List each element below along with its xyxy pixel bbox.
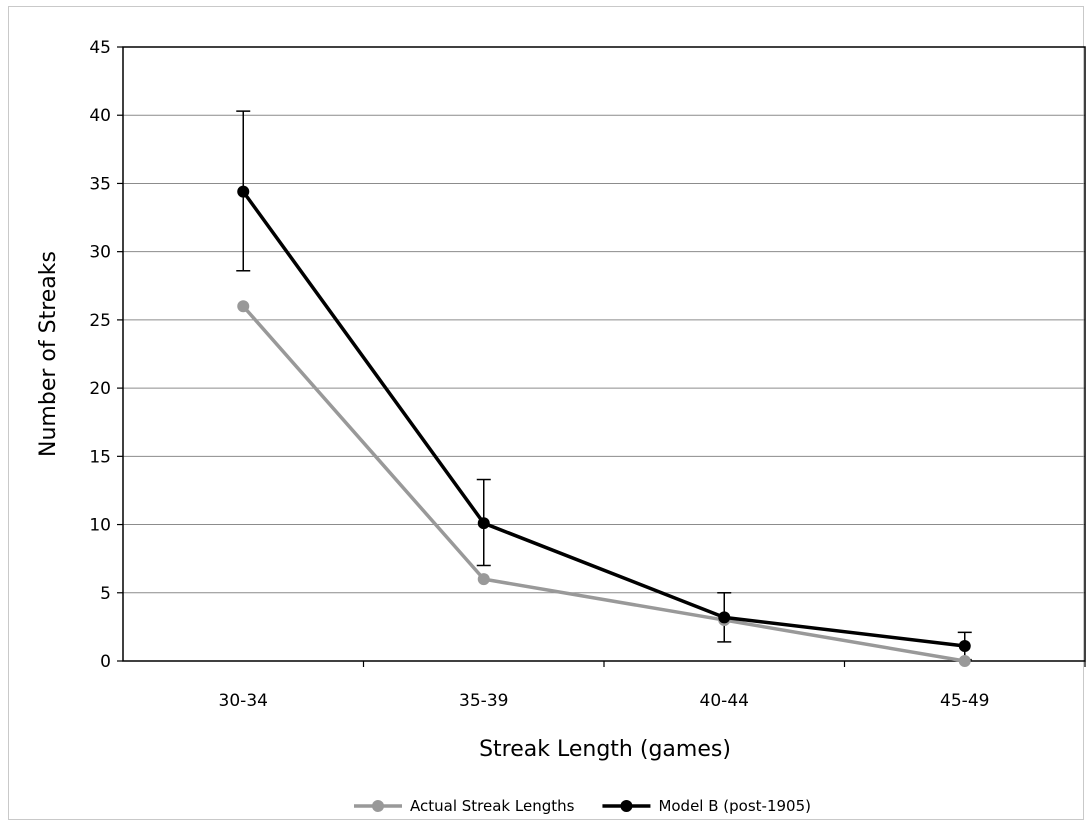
x-axis-title: Streak Length (games) (479, 737, 731, 762)
y-tick-label: 45 (89, 38, 111, 58)
data-point (237, 300, 250, 313)
chart-frame (8, 6, 1084, 820)
data-point (477, 573, 490, 586)
y-tick-label: 5 (100, 584, 111, 604)
y-tick-label: 25 (89, 311, 111, 331)
y-tick-label: 30 (89, 243, 111, 263)
y-tick-label: 35 (89, 174, 111, 194)
data-point (477, 517, 490, 530)
gridlines (123, 114, 1085, 594)
y-axis-ticks: 0 5 10 15 20 25 30 35 40 45 (89, 38, 123, 672)
series-line (241, 305, 966, 663)
y-tick-label: 40 (89, 106, 111, 126)
data-point (237, 185, 250, 198)
y-tick-label: 0 (100, 652, 111, 672)
y-tick-label: 20 (89, 379, 111, 399)
series-lines (237, 185, 971, 667)
legend-label: Model B (post-1905) (658, 797, 811, 815)
x-tick-label: 45-49 (940, 691, 989, 711)
legend-swatch-marker (372, 800, 384, 812)
x-tick-label: 35-39 (459, 691, 508, 711)
legend-swatch-marker (620, 800, 633, 812)
data-point (958, 639, 971, 652)
error-bars (236, 110, 972, 661)
y-tick-label: 15 (89, 447, 111, 467)
x-tick-label: 30-34 (219, 691, 268, 711)
data-point (718, 611, 731, 624)
data-point (958, 655, 971, 667)
x-tick-label: 40-44 (700, 691, 749, 711)
series-line (241, 190, 965, 648)
y-axis-title: Number of Streaks (36, 251, 61, 457)
y-tick-label: 10 (89, 516, 111, 536)
legend-label: Actual Streak Lengths (410, 797, 575, 815)
x-axis-ticks: 30-34 35-39 40-44 45-49 (219, 661, 1086, 711)
legend: Actual Streak Lengths Model B (post-1905) (354, 797, 811, 815)
